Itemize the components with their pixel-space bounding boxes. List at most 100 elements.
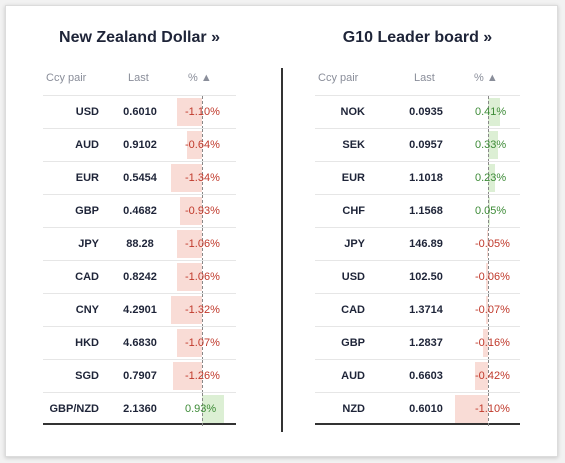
pct-change-value: -0.05% [475,238,510,250]
ccy-pair-cell: CAD [341,304,365,316]
negative-change-bar [177,263,202,291]
ccy-pair-cell: JPY [344,238,365,250]
last-price-cell: 0.6010 [123,106,157,118]
last-price-cell: 88.28 [126,238,154,250]
table-row[interactable]: NOK 0.0935 0.41% [315,95,520,129]
ccy-pair-cell: EUR [75,172,99,184]
last-price-cell: 0.6603 [409,370,443,382]
pct-change-value: -0.64% [185,139,220,151]
g10-panel-title-link[interactable]: G10 Leader board » [342,29,493,46]
last-price-cell: 1.2837 [409,337,443,349]
ccy-pair-cell: NOK [340,106,365,118]
last-price-cell: 0.9102 [123,139,157,151]
negative-change-bar [486,230,488,258]
table-row[interactable]: AUD 0.6603 -0.42% [315,359,520,393]
g10-table-header: Ccy pair Last % ▲ [315,72,520,86]
header-last[interactable]: Last [128,72,149,84]
ccy-pair-cell: JPY [78,238,99,250]
nzd-panel-title-link[interactable]: New Zealand Dollar » [59,29,220,46]
pct-change-value: 0.33% [475,139,507,151]
header-ccy-pair[interactable]: Ccy pair [46,72,87,84]
ccy-pair-cell: GBP [75,205,99,217]
zero-axis-line [488,294,489,327]
pct-change-value: -0.07% [475,304,510,316]
negative-change-bar [486,263,488,291]
pct-change-value: -1.07% [185,337,220,349]
ccy-pair-cell: CHF [342,205,365,217]
ccy-pair-cell: AUD [75,139,99,151]
table-row[interactable]: USD 0.6010 -1.10% [43,95,236,129]
zero-axis-line [488,96,489,129]
table-row[interactable]: SEK 0.0957 0.33% [315,128,520,162]
table-row[interactable]: EUR 0.5454 -1.34% [43,161,236,195]
table-row[interactable]: GBP 0.4682 -0.93% [43,194,236,228]
fx-widget-card [5,5,558,457]
zero-axis-line [488,327,489,360]
pct-change-cell: -0.05% [455,228,520,261]
last-price-cell: 1.1018 [409,172,443,184]
ccy-pair-cell: AUD [341,370,365,382]
header-pct-sort[interactable]: % ▲ [188,72,212,84]
negative-change-bar [180,197,202,225]
last-price-cell: 0.8242 [123,271,157,283]
negative-change-bar [171,164,202,192]
pct-change-cell: 0.93% [171,393,236,426]
pct-change-cell: -0.16% [455,327,520,360]
header-pct-sort[interactable]: % ▲ [474,72,498,84]
pct-change-value: -1.26% [185,370,220,382]
nzd-table-body: USD 0.6010 -1.10% AUD 0.9102 -0.64% EUR 0.5454 -… [43,95,236,426]
ccy-pair-cell: EUR [341,172,365,184]
last-price-cell: 102.50 [409,271,443,283]
ccy-pair-cell: HKD [75,337,99,349]
pct-change-value: 0.05% [475,205,507,217]
pct-change-cell: -1.10% [455,393,520,426]
table-row[interactable]: CAD 1.3714 -0.07% [315,293,520,327]
negative-change-bar [485,296,488,324]
pct-change-value: 0.93% [185,403,217,415]
pct-change-cell: -0.42% [455,360,520,393]
zero-axis-line [202,96,203,129]
last-price-cell: 4.6830 [123,337,157,349]
table-row[interactable]: USD 102.50 -0.06% [315,260,520,294]
pct-change-cell: 0.33% [455,129,520,162]
last-price-cell: 2.1360 [123,403,157,415]
pct-change-value: -1.10% [475,403,510,415]
zero-axis-line [488,360,489,393]
table-row[interactable]: GBP 1.2837 -0.16% [315,326,520,360]
last-price-cell: 1.3714 [409,304,443,316]
pct-change-cell: -1.07% [171,327,236,360]
zero-axis-line [488,195,489,228]
zero-axis-line [202,129,203,162]
negative-change-bar [187,131,202,159]
header-ccy-pair[interactable]: Ccy pair [318,72,359,84]
table-row[interactable]: JPY 146.89 -0.05% [315,227,520,261]
negative-change-bar [177,230,202,258]
negative-change-bar [172,362,202,390]
header-last[interactable]: Last [414,72,435,84]
last-price-cell: 0.5454 [123,172,157,184]
table-row[interactable]: AUD 0.9102 -0.64% [43,128,236,162]
panel-divider [281,68,283,432]
nzd-table-header: Ccy pair Last % ▲ [43,72,236,86]
ccy-pair-cell: CAD [75,271,99,283]
table-row[interactable]: CHF 1.1568 0.05% [315,194,520,228]
table-row[interactable]: JPY 88.28 -1.06% [43,227,236,261]
table-row[interactable]: HKD 4.6830 -1.07% [43,326,236,360]
zero-axis-line [202,228,203,261]
ccy-pair-cell: USD [75,106,99,118]
table-row[interactable]: EUR 1.1018 0.23% [315,161,520,195]
table-row[interactable]: NZD 0.6010 -1.10% [315,392,520,426]
zero-axis-line [202,327,203,360]
table-row[interactable]: GBP/NZD 2.1360 0.93% [43,392,236,426]
table-row[interactable]: CNY 4.2901 -1.32% [43,293,236,327]
pct-change-cell: -0.06% [455,261,520,294]
zero-axis-line [202,195,203,228]
positive-change-bar [488,164,495,192]
last-price-cell: 1.1568 [409,205,443,217]
table-row[interactable]: SGD 0.7907 -1.26% [43,359,236,393]
ccy-pair-cell: NZD [342,403,365,415]
negative-change-bar [171,296,202,324]
pct-change-cell: -1.26% [171,360,236,393]
pct-change-cell: -1.32% [171,294,236,327]
table-row[interactable]: CAD 0.8242 -1.06% [43,260,236,294]
